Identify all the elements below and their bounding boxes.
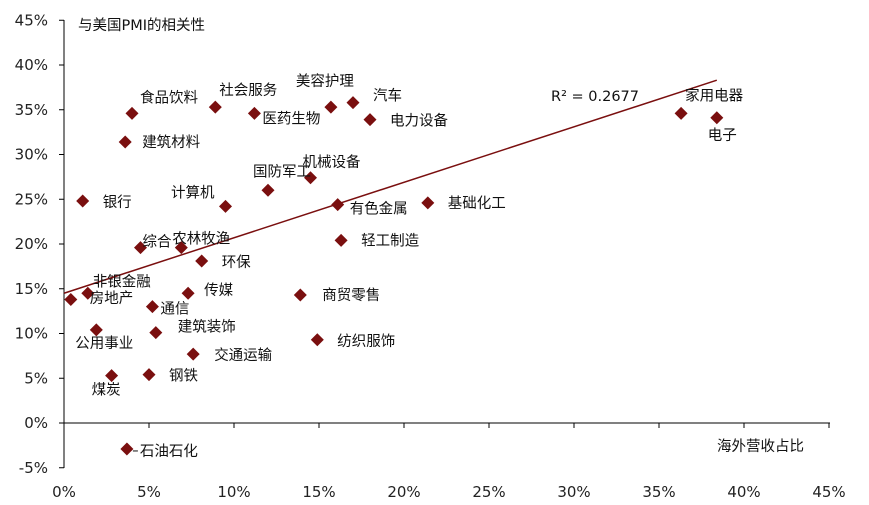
data-point-label: 公用事业 bbox=[75, 335, 133, 352]
data-point-label: 医药生物 bbox=[262, 110, 320, 127]
data-point-marker bbox=[120, 442, 134, 456]
data-point-marker bbox=[134, 241, 147, 255]
data-point-marker bbox=[324, 100, 338, 114]
data-point-marker bbox=[310, 333, 324, 347]
data-point-marker bbox=[145, 300, 159, 314]
x-axis-label: 海外营收占比 bbox=[717, 438, 804, 455]
data-point-marker bbox=[293, 288, 307, 302]
data-point-marker bbox=[247, 106, 261, 120]
y-tick-label: 35% bbox=[15, 101, 48, 119]
data-point-marker bbox=[304, 171, 317, 185]
data-point-label: 环保 bbox=[222, 254, 251, 271]
r-squared-annotation: R² = 0.2677 bbox=[551, 89, 639, 105]
data-point-label: 有色金属 bbox=[350, 201, 408, 218]
data-point-label: 机械设备 bbox=[303, 154, 361, 171]
data-point-label: 煤炭 bbox=[92, 382, 121, 399]
y-tick-label: 45% bbox=[15, 11, 48, 29]
x-tick-label: 15% bbox=[302, 483, 335, 501]
data-point-label: 国防军工 bbox=[253, 163, 311, 180]
data-point-label: 轻工制造 bbox=[361, 232, 419, 249]
data-point-marker bbox=[105, 369, 119, 383]
data-point-label: 通信 bbox=[160, 301, 189, 318]
data-point-label: 电力设备 bbox=[390, 113, 448, 130]
x-tick-label: 40% bbox=[727, 483, 760, 501]
data-point-label: 非银金融 bbox=[93, 273, 151, 290]
data-point-marker bbox=[174, 241, 188, 255]
data-point-label: 建筑材料 bbox=[142, 134, 200, 151]
data-point-label: 商贸零售 bbox=[322, 287, 380, 304]
data-point-label: 汽车 bbox=[373, 88, 402, 105]
y-tick-label: 15% bbox=[15, 280, 48, 298]
data-point-marker bbox=[346, 96, 360, 110]
data-point-marker bbox=[331, 198, 345, 212]
x-tick-label: 5% bbox=[137, 483, 161, 501]
data-point-marker bbox=[76, 194, 90, 208]
data-point-label: 家用电器 bbox=[685, 87, 743, 104]
data-point-label: 银行 bbox=[103, 194, 132, 211]
x-tick-label: 25% bbox=[472, 483, 505, 501]
data-point-label: 电子 bbox=[708, 127, 737, 144]
data-point-label: 食品饮料 bbox=[140, 89, 198, 106]
x-tick-label: 45% bbox=[812, 483, 845, 501]
data-point-label: 社会服务 bbox=[219, 82, 277, 99]
data-point-label: 传媒 bbox=[204, 282, 233, 299]
data-point-marker bbox=[195, 254, 209, 268]
data-point-marker bbox=[710, 111, 724, 125]
y-axis-label: 与美国PMI的相关性 bbox=[78, 17, 205, 34]
data-point-label: 钢铁 bbox=[169, 368, 198, 385]
x-ticks: 0% 5% 10% 15% 20% 25% 30% 35% 40% 45% bbox=[52, 423, 846, 501]
data-point-marker bbox=[208, 100, 222, 114]
data-point-label: 计算机 bbox=[171, 184, 215, 201]
data-points bbox=[64, 96, 724, 456]
x-tick-label: 35% bbox=[642, 483, 675, 501]
data-point-label: 建筑装饰 bbox=[178, 319, 236, 336]
data-point-label: 美容护理 bbox=[296, 73, 354, 90]
data-point-marker bbox=[674, 106, 688, 120]
x-tick-label: 10% bbox=[217, 483, 250, 501]
data-point-label: 石油石化 bbox=[140, 443, 198, 460]
y-tick-label: -5% bbox=[19, 459, 48, 477]
x-tick-label: 0% bbox=[52, 483, 76, 501]
data-point-label: 农林牧渔 bbox=[172, 231, 230, 248]
y-axis: -5% 0% 5% 10% 15% 20% 25% 30% 35% 40% 45% bbox=[15, 11, 65, 477]
data-point-label: 综合 bbox=[143, 234, 172, 251]
x-tick-label: 30% bbox=[557, 483, 590, 501]
data-point-marker bbox=[334, 233, 348, 247]
y-tick-label: 0% bbox=[24, 414, 48, 432]
data-point-label: 房地产 bbox=[90, 290, 134, 307]
y-tick-label: 5% bbox=[24, 369, 48, 387]
data-point-marker bbox=[261, 183, 275, 197]
y-tick-label: 10% bbox=[15, 325, 48, 343]
x-axis: 0% 5% 10% 15% 20% 25% 30% 35% 40% 45% bbox=[52, 422, 846, 501]
data-point-marker bbox=[89, 323, 103, 337]
y-tick-label: 30% bbox=[15, 146, 48, 164]
x-tick-label: 20% bbox=[387, 483, 420, 501]
data-point-marker bbox=[142, 368, 156, 382]
trendline bbox=[63, 79, 718, 294]
data-point-marker bbox=[125, 106, 139, 120]
y-tick-label: 20% bbox=[15, 235, 48, 253]
data-point-marker bbox=[81, 286, 95, 300]
data-point-marker bbox=[118, 135, 132, 149]
data-point-marker bbox=[363, 113, 377, 127]
data-point-marker bbox=[149, 326, 163, 340]
y-tick-label: 40% bbox=[15, 56, 48, 74]
data-point-marker bbox=[186, 347, 200, 361]
data-point-marker bbox=[219, 199, 232, 213]
data-point-label: 交通运输 bbox=[214, 346, 272, 364]
data-point-label: 纺织服饰 bbox=[337, 333, 395, 350]
y-tick-label: 25% bbox=[15, 190, 48, 208]
data-point-label: 基础化工 bbox=[448, 195, 506, 212]
y-ticks: -5% 0% 5% 10% 15% 20% 25% 30% 35% 40% 45% bbox=[15, 11, 64, 477]
data-point-marker bbox=[64, 292, 78, 306]
data-point-marker bbox=[421, 196, 435, 210]
data-point-marker bbox=[181, 286, 195, 300]
